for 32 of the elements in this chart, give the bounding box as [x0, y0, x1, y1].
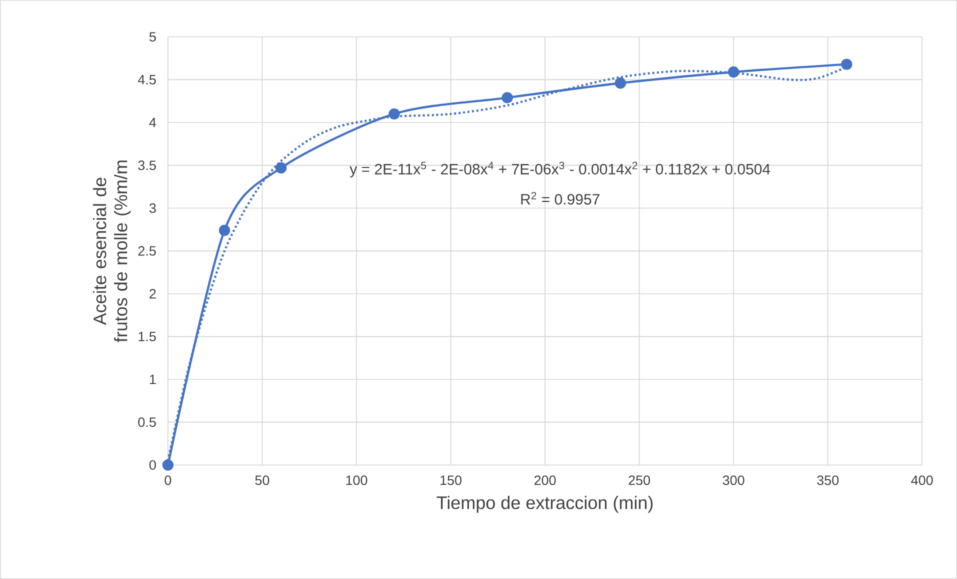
- x-tick-label: 200: [534, 476, 556, 486]
- y-tick-label: 5: [149, 32, 156, 42]
- x-tick-label: 400: [911, 476, 933, 486]
- y-tick-label: 1: [150, 374, 156, 384]
- point: [388, 108, 400, 120]
- point: [841, 58, 852, 70]
- y-tick-label: 0: [149, 460, 156, 470]
- point: [728, 66, 740, 78]
- x-axis-title: Tiempo de extraccion (min): [436, 496, 653, 513]
- y-tick-label: 3: [149, 203, 156, 213]
- point: [502, 92, 513, 104]
- point: [614, 78, 626, 89]
- x-tick-label: 300: [722, 476, 744, 486]
- text: y = 2E-11x$^{5}$ - 2E-08x$^{4}$ + 7E-06x$^{3}$ - 0.0014x$^{2}$ + 0.1182x + 0.0504: [350, 162, 770, 178]
- x-tick-label: 0: [164, 476, 172, 486]
- x-tick-label: 50: [255, 476, 270, 486]
- x-tick-label: 350: [817, 476, 839, 486]
- x-tick-label: 250: [628, 476, 650, 486]
- point: [218, 224, 230, 236]
- annotation: R$^{2}$ = 0.9957: [521, 192, 600, 205]
- y-axis-title: Aceite esencial de frutos de molle (%m/m: [93, 160, 131, 342]
- y-tick-label: 4: [149, 118, 156, 128]
- y-tick-label: 2: [150, 289, 156, 299]
- x-tick-label: 100: [346, 476, 368, 486]
- y-tick-label: 1.5: [138, 332, 156, 342]
- y-tick-label: 0.5: [138, 417, 156, 427]
- y-tick-label: 4.5: [138, 75, 156, 84]
- x-tick-label: 150: [440, 476, 462, 486]
- y-tick-label: 3.5: [138, 160, 156, 170]
- y-tick-label: 2.5: [138, 246, 156, 256]
- point: [275, 162, 287, 174]
- point: [162, 459, 174, 471]
